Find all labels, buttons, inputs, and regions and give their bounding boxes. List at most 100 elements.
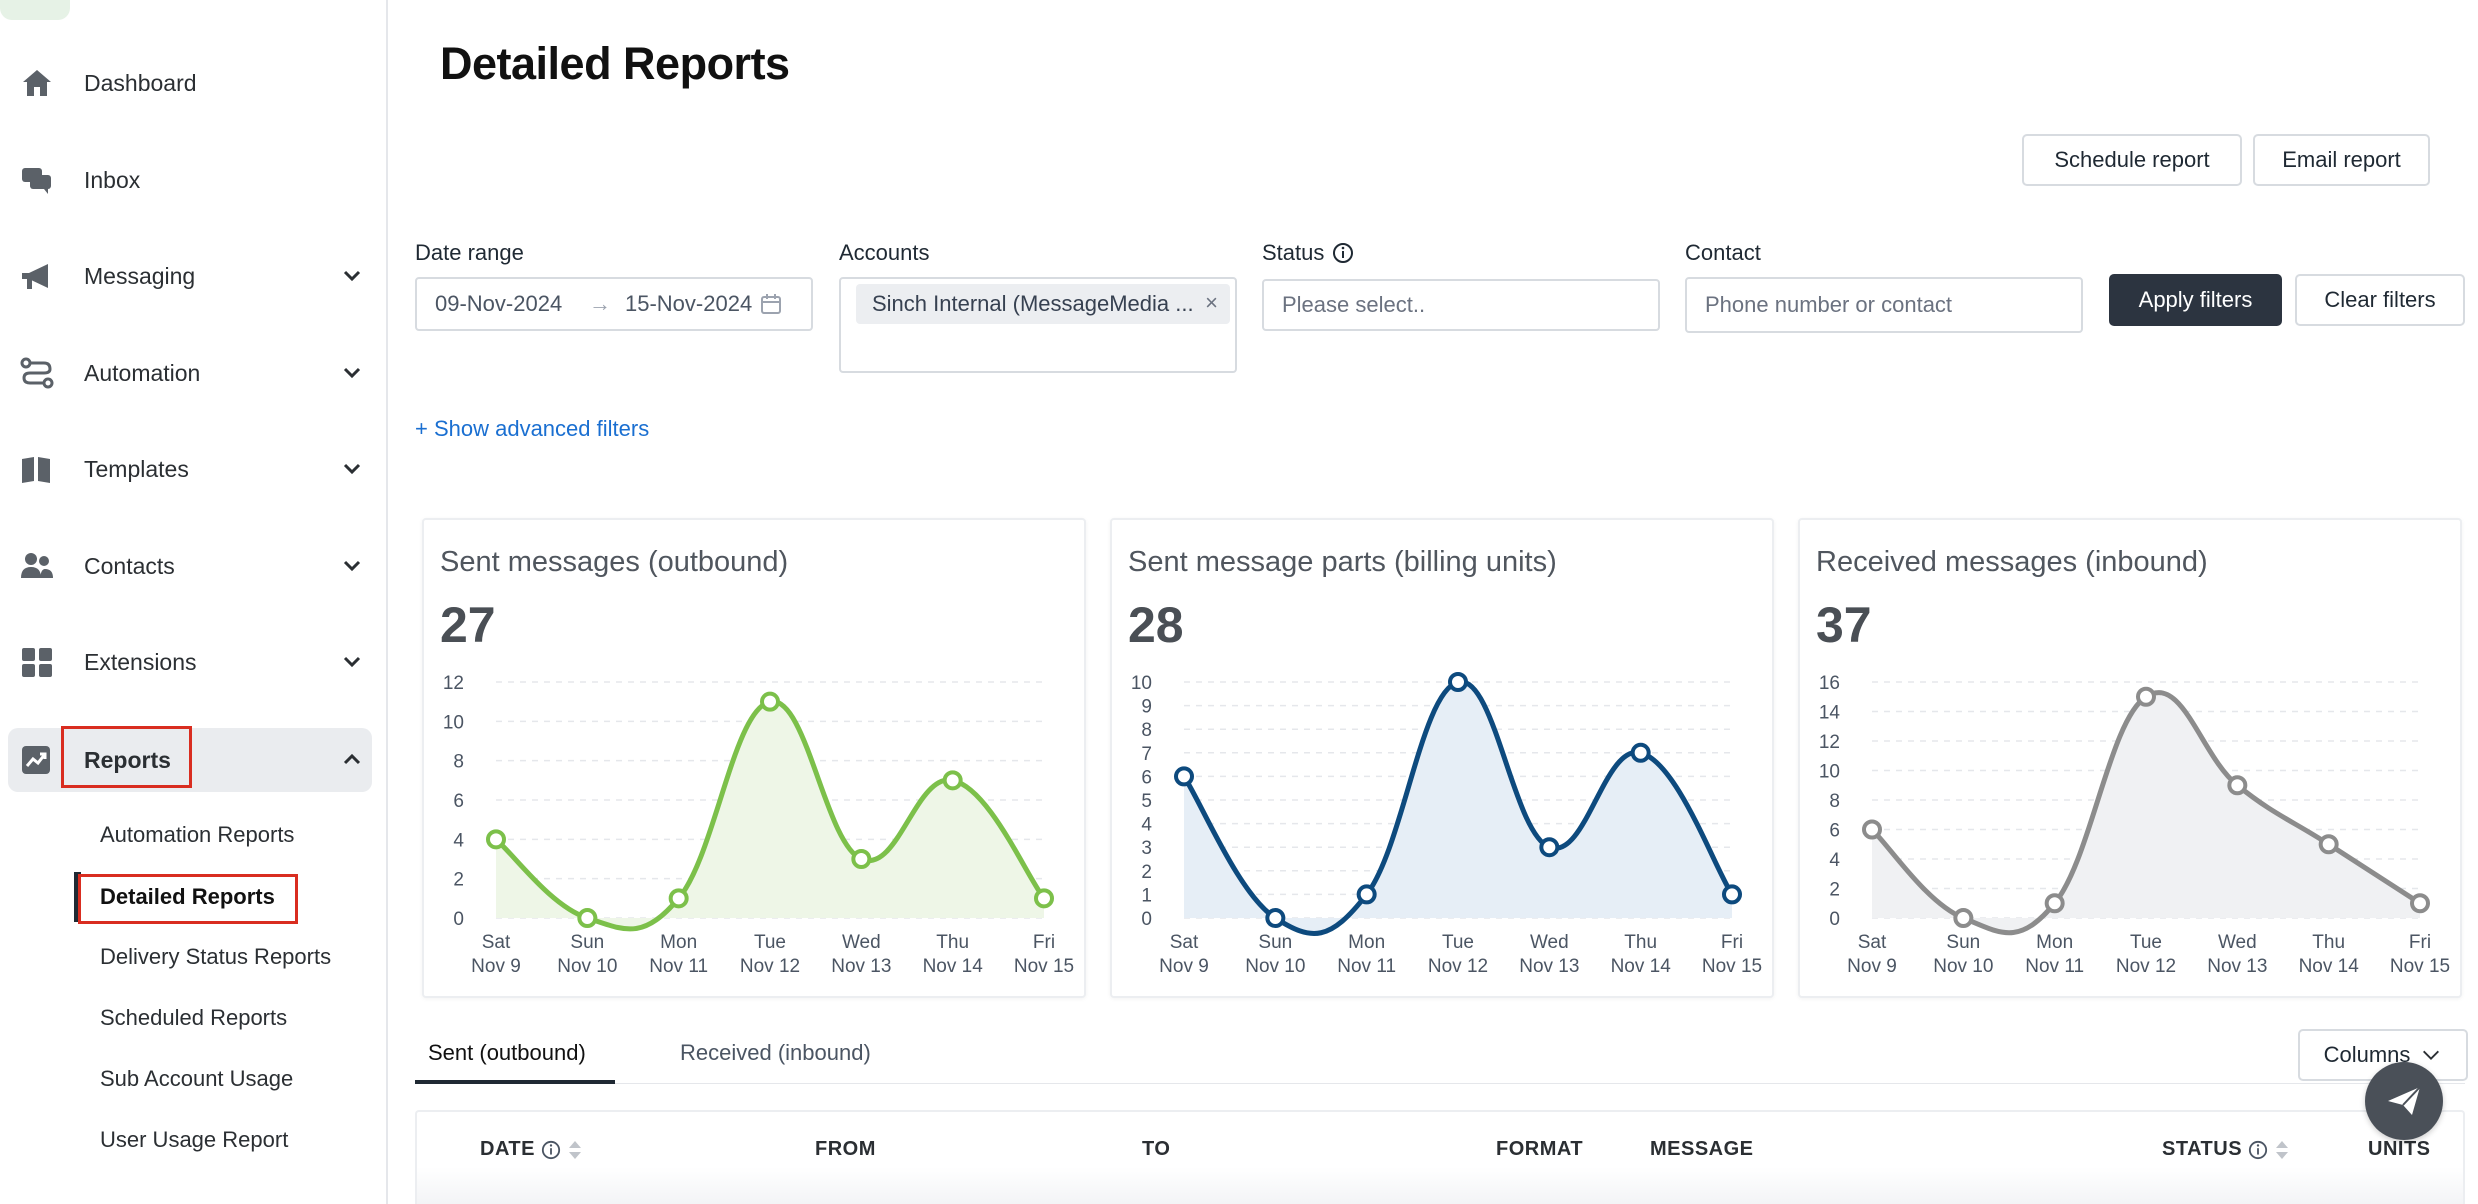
column-header-format: FORMAT: [1496, 1138, 1584, 1160]
y-tick-label: 4: [1829, 850, 1840, 871]
close-icon[interactable]: ×: [1205, 290, 1218, 315]
data-point: [668, 888, 689, 909]
sidebar-subitem-scheduled-reports[interactable]: Scheduled Reports: [100, 1005, 288, 1030]
data-point: [1265, 908, 1286, 928]
chevron-down-icon[interactable]: [340, 457, 364, 481]
sidebar-item-label: Messaging: [84, 262, 196, 289]
contact-input[interactable]: Phone number or contact: [1685, 277, 2083, 333]
home-icon: [23, 70, 51, 96]
chevron-up-icon[interactable]: [340, 748, 364, 772]
apply-filters-button[interactable]: Apply filters: [2109, 274, 2282, 326]
route-icon: [20, 357, 54, 389]
x-tick-label: Nov 10: [557, 956, 617, 977]
status-select[interactable]: Please select..: [1262, 279, 1660, 331]
sidebar-item-templates[interactable]: Templates: [0, 429, 388, 509]
received-messages-chart: 0 2 4 6 8 10 12 14 16 Sat Nov 9 Sun Nov 10 Mon Nov 11 T…: [1819, 673, 2450, 977]
tab-received-inbound[interactable]: Received (inbound): [680, 1040, 871, 1065]
sort-icon[interactable]: [567, 1139, 583, 1161]
x-tick-label: Tue: [754, 932, 786, 953]
chevron-down-icon[interactable]: [340, 264, 364, 288]
sidebar-subitem-sub-account-usage[interactable]: Sub Account Usage: [100, 1066, 294, 1091]
sidebar-item-extensions[interactable]: Extensions: [0, 622, 388, 702]
sidebar-item-reports[interactable]: Reports: [8, 728, 372, 792]
column-header-date[interactable]: DATE: [480, 1138, 583, 1161]
sidebar-item-dashboard[interactable]: Dashboard: [0, 43, 388, 123]
paper-plane-icon: [2388, 1086, 2421, 1115]
email-report-button[interactable]: Email report: [2253, 134, 2430, 186]
data-point: [942, 770, 963, 791]
y-tick-label: 16: [1819, 673, 1840, 694]
active-indicator: [74, 872, 81, 922]
x-tick-label: Nov 12: [740, 956, 800, 977]
column-header-status[interactable]: STATUS: [2162, 1138, 2290, 1161]
sidebar-item-contacts[interactable]: Contacts: [0, 526, 388, 606]
grid-icon: [22, 648, 52, 677]
sidebar-item-inbox[interactable]: Inbox: [0, 140, 388, 220]
x-tick-label: Nov 14: [1611, 956, 1672, 977]
clear-filters-button[interactable]: Clear filters: [2295, 274, 2465, 326]
schedule-report-button[interactable]: Schedule report: [2022, 134, 2242, 186]
calendar-icon[interactable]: [760, 293, 782, 315]
send-message-fab[interactable]: [2365, 1062, 2443, 1140]
sidebar-subitem-automation-reports[interactable]: Automation Reports: [100, 822, 295, 847]
x-tick-label: Nov 11: [2025, 956, 2084, 977]
column-header-units: UNITS: [2368, 1138, 2431, 1160]
trend-chart-icon: [22, 746, 50, 774]
chevron-down-icon[interactable]: [340, 361, 364, 385]
info-icon[interactable]: [541, 1140, 561, 1160]
y-tick-label: 6: [1829, 821, 1840, 842]
sidebar-subitem-delivery-status-reports[interactable]: Delivery Status Reports: [100, 944, 332, 969]
y-tick-label: 14: [1819, 703, 1841, 724]
date-from[interactable]: 09-Nov-2024: [435, 291, 563, 316]
chevron-down-icon[interactable]: [340, 650, 364, 674]
chevron-down-icon[interactable]: [340, 554, 364, 578]
x-tick-label: Thu: [936, 932, 969, 953]
data-point: [1862, 819, 1882, 840]
sidebar-item-label: Reports: [84, 746, 171, 773]
y-tick-label: 7: [1141, 744, 1152, 765]
y-tick-label: 10: [1819, 762, 1840, 783]
series-area: [496, 701, 1044, 929]
date-range-picker[interactable]: 09-Nov-2024 → 15-Nov-2024: [415, 277, 813, 331]
x-tick-label: Nov 10: [1245, 956, 1305, 977]
account-tag: Sinch Internal (MessageMedia ... ×: [856, 284, 1230, 324]
sort-icon[interactable]: [2274, 1139, 2290, 1161]
sidebar-item-label: Extensions: [84, 648, 197, 675]
column-header-label: DATE: [480, 1138, 535, 1160]
info-icon[interactable]: [1332, 242, 1354, 264]
sidebar-item-automation[interactable]: Automation: [0, 333, 388, 413]
y-tick-label: 8: [1141, 720, 1152, 741]
x-tick-label: Sat: [1170, 932, 1199, 953]
x-tick-label: Nov 13: [831, 956, 891, 977]
columns-button[interactable]: Columns: [2298, 1029, 2468, 1081]
active-tab-underline: [415, 1080, 615, 1084]
data-point: [2410, 893, 2430, 914]
x-tick-label: Wed: [842, 932, 881, 953]
info-icon[interactable]: [2248, 1140, 2268, 1160]
y-tick-label: 6: [453, 791, 464, 812]
sidebar-subitem-detailed-reports[interactable]: Detailed Reports: [100, 884, 275, 909]
logo[interactable]: [0, 0, 70, 20]
chart-total: 37: [1816, 597, 1872, 653]
x-tick-label: Nov 15: [1014, 956, 1074, 977]
column-header-to: TO: [1142, 1138, 1171, 1160]
date-range-label: Date range: [415, 240, 524, 265]
data-point: [760, 691, 780, 712]
date-to[interactable]: 15-Nov-2024: [625, 291, 753, 316]
chart-card-received: Received messages (inbound) 37 0 2 4 6 8 10 12…: [1798, 518, 2462, 998]
sidebar-subitem-user-usage-report[interactable]: User Usage Report: [100, 1127, 289, 1152]
sidebar-item-messaging[interactable]: Messaging: [0, 236, 388, 316]
y-tick-label: 12: [1819, 732, 1840, 753]
show-advanced-filters-link[interactable]: + Show advanced filters: [415, 416, 650, 441]
chat-icon: [22, 168, 51, 194]
x-tick-label: Nov 9: [1847, 956, 1897, 977]
series-area: [1184, 681, 1732, 934]
x-tick-label: Tue: [2130, 932, 2162, 953]
y-tick-label: 10: [1131, 673, 1152, 694]
sidebar-item-label: Dashboard: [84, 69, 197, 96]
x-tick-label: Sat: [482, 932, 511, 953]
y-tick-label: 0: [1141, 909, 1152, 930]
y-tick-label: 1: [1141, 885, 1152, 906]
tab-sent-outbound[interactable]: Sent (outbound): [428, 1040, 586, 1065]
